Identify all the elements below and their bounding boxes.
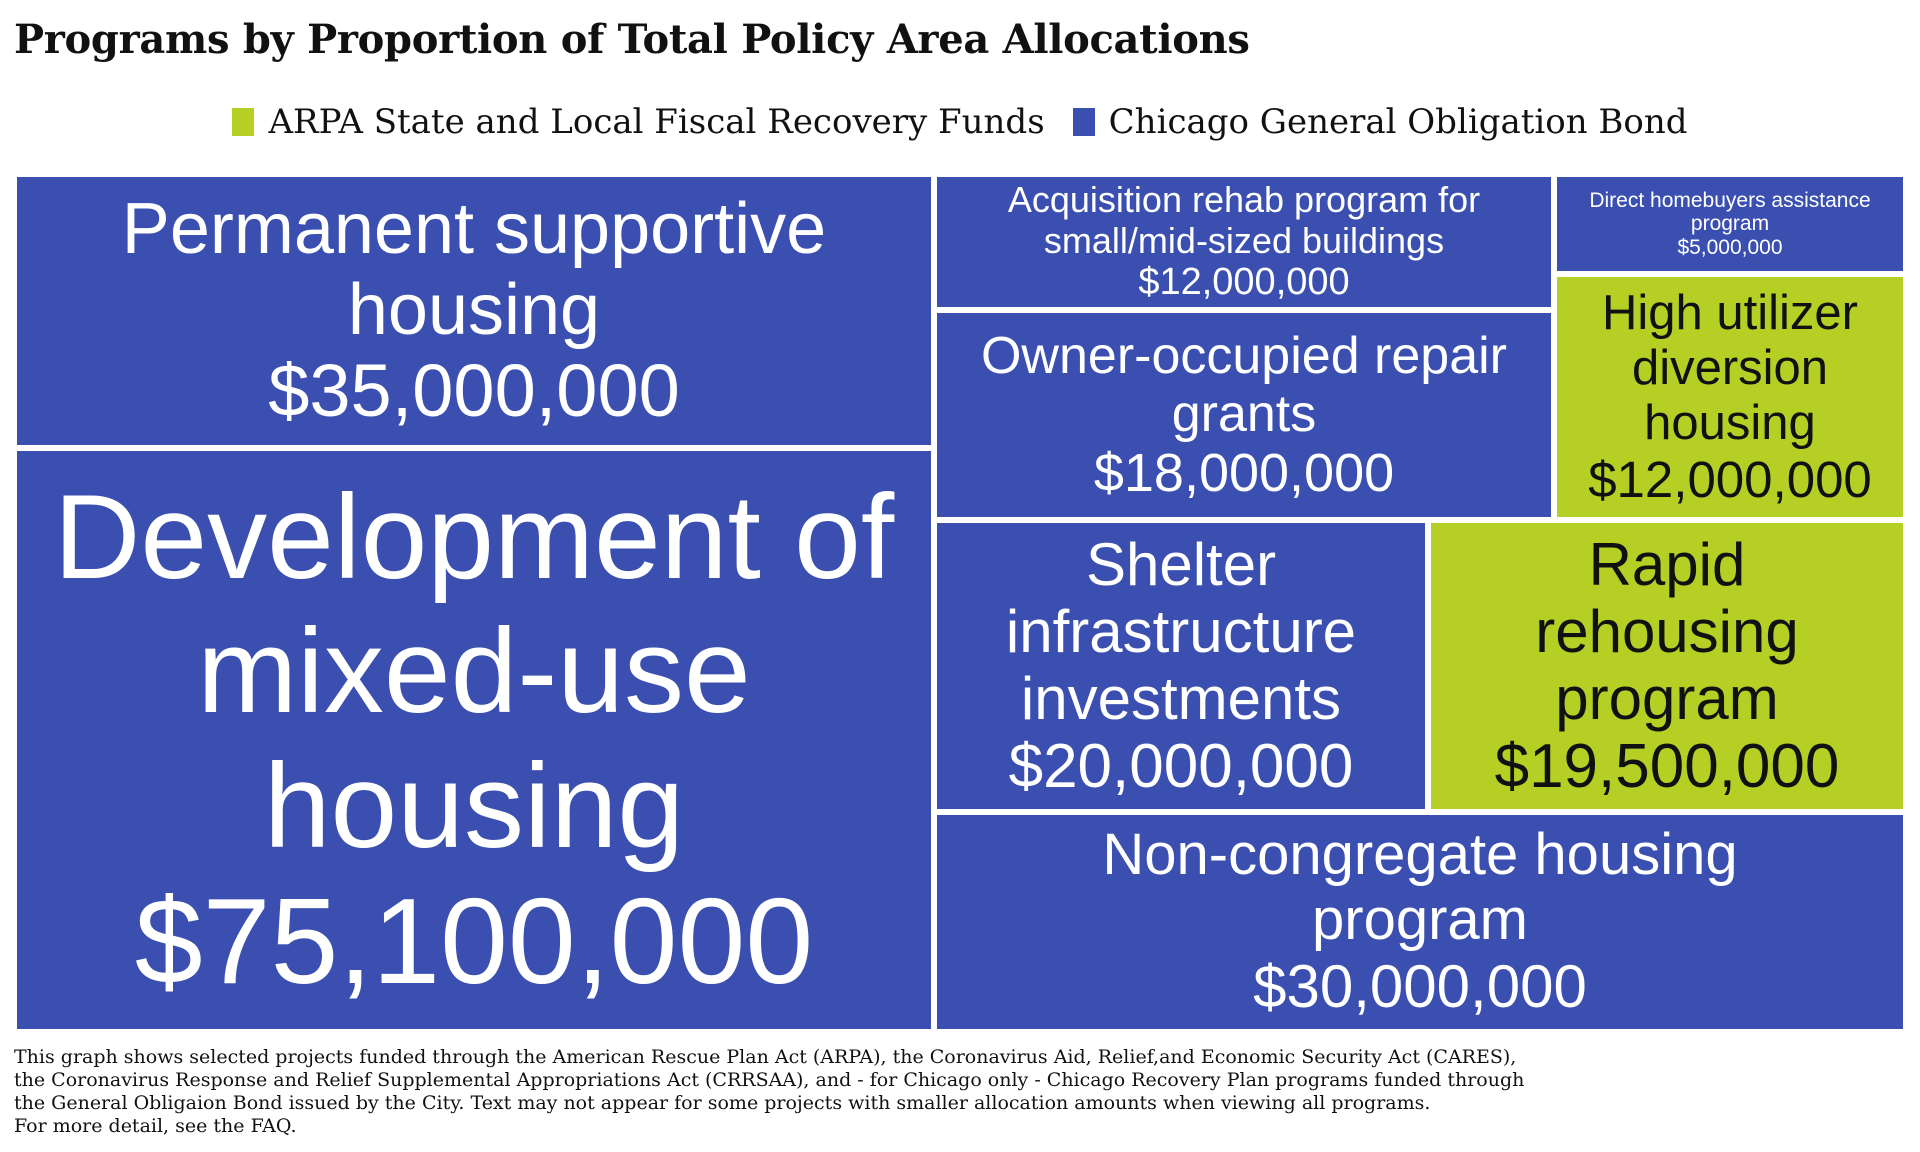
tile-value: $12,000,000 (1138, 261, 1350, 304)
legend-label-arpa: ARPA State and Local Fiscal Recovery Fun… (268, 102, 1045, 142)
chart-title: Programs by Proportion of Total Policy A… (14, 16, 1250, 63)
treemap-tile-owner-occupied-repair-grants[interactable]: Owner-occupied repair grants $18,000,000 (934, 310, 1554, 520)
treemap-tile-development-mixed-use-housing[interactable]: Development of mixed-use housing $75,100,… (14, 448, 934, 1032)
legend-label-go-bond: Chicago General Obligation Bond (1108, 102, 1688, 142)
tile-label: Development of mixed-use housing (53, 470, 895, 873)
legend-item-go-bond[interactable]: Chicago General Obligation Bond (1072, 102, 1688, 142)
tile-value: $75,100,000 (134, 873, 814, 1010)
footnote-line: the Coronavirus Response and Relief Supp… (14, 1069, 1525, 1091)
legend-item-arpa[interactable]: ARPA State and Local Fiscal Recovery Fun… (232, 102, 1045, 142)
tile-label: Permanent supportive housing (121, 188, 827, 350)
tile-value: $12,000,000 (1588, 450, 1872, 508)
tile-value: $18,000,000 (1093, 443, 1395, 503)
tile-label: High utilizer diversion housing (1602, 286, 1858, 450)
treemap-tile-high-utilizer-diversion-housing[interactable]: High utilizer diversion housing $12,000,0… (1554, 274, 1906, 520)
treemap-tile-permanent-supportive-housing[interactable]: Permanent supportive housing $35,000,000 (14, 174, 934, 448)
legend-swatch-go-bond (1072, 108, 1095, 136)
legend-swatch-arpa (232, 108, 255, 136)
tile-value: $20,000,000 (1008, 732, 1354, 802)
tile-label: Acquisition rehab program for small/mid-… (1007, 179, 1481, 261)
footnote-line: the General Obligaion Bond issued by the… (14, 1092, 1431, 1114)
tile-value: $5,000,000 (1677, 235, 1783, 259)
tile-label: Rapid rehousing program (1535, 530, 1799, 732)
footnote-line: For more detail, see the FAQ. (14, 1115, 297, 1137)
tile-label: Non-congregate housing program (1102, 822, 1738, 953)
treemap-tile-direct-homebuyers-assistance[interactable]: Direct homebuyers assistance program $5,0… (1554, 174, 1906, 274)
footnote: This graph shows selected projects funde… (14, 1046, 1894, 1138)
treemap-tile-shelter-infrastructure-investments[interactable]: Shelter infrastructure investments $20,00… (934, 520, 1428, 812)
legend: ARPA State and Local Fiscal Recovery Fun… (0, 102, 1920, 142)
tile-label: Owner-occupied repair grants (980, 326, 1508, 443)
tile-value: $35,000,000 (268, 349, 680, 433)
treemap-tile-rapid-rehousing-program[interactable]: Rapid rehousing program $19,500,000 (1428, 520, 1906, 812)
tile-label: Direct homebuyers assistance program (1589, 188, 1871, 236)
tile-value: $30,000,000 (1253, 953, 1587, 1021)
tile-value: $19,500,000 (1494, 732, 1840, 802)
treemap-tile-non-congregate-housing-program[interactable]: Non-congregate housing program $30,000,00… (934, 812, 1906, 1032)
footnote-line: This graph shows selected projects funde… (14, 1046, 1517, 1068)
tile-label: Shelter infrastructure investments (1005, 530, 1357, 732)
treemap-tile-acquisition-rehab-program[interactable]: Acquisition rehab program for small/mid-… (934, 174, 1554, 310)
